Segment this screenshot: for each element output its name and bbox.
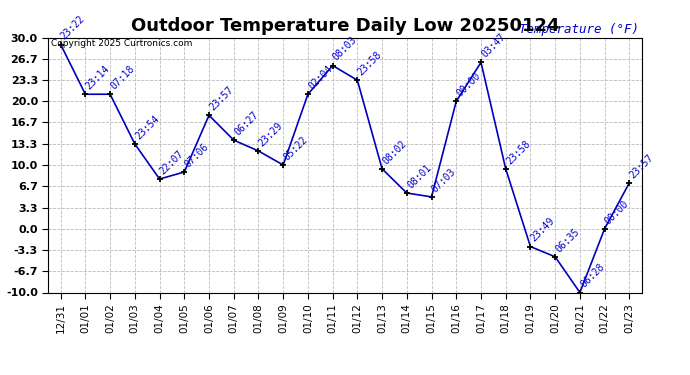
Text: 23:22: 23:22 xyxy=(59,14,87,42)
Text: 07:18: 07:18 xyxy=(108,64,137,92)
Text: 00:00: 00:00 xyxy=(455,70,482,99)
Text: 23:58: 23:58 xyxy=(504,138,532,166)
Text: 22:07: 22:07 xyxy=(158,148,186,176)
Text: 23:29: 23:29 xyxy=(257,120,285,148)
Text: 06:28: 06:28 xyxy=(578,262,607,290)
Text: 23:54: 23:54 xyxy=(133,113,161,141)
Text: 06:27: 06:27 xyxy=(233,110,260,137)
Text: 08:02: 08:02 xyxy=(381,138,408,166)
Text: 23:57: 23:57 xyxy=(208,85,235,112)
Text: 07:06: 07:06 xyxy=(183,141,210,169)
Text: 06:35: 06:35 xyxy=(553,226,582,254)
Text: Temperature (°F): Temperature (°F) xyxy=(519,23,639,36)
Text: 23:49: 23:49 xyxy=(529,216,557,244)
Text: 02:04: 02:04 xyxy=(306,64,334,92)
Text: 03:47: 03:47 xyxy=(480,32,507,60)
Text: 08:03: 08:03 xyxy=(331,35,359,63)
Text: 23:58: 23:58 xyxy=(356,50,384,77)
Text: 00:00: 00:00 xyxy=(603,198,631,226)
Title: Outdoor Temperature Daily Low 20250124: Outdoor Temperature Daily Low 20250124 xyxy=(130,16,560,34)
Text: 23:14: 23:14 xyxy=(84,64,112,92)
Text: Copyright 2025 Curtronics.com: Copyright 2025 Curtronics.com xyxy=(51,39,193,48)
Text: 23:57: 23:57 xyxy=(628,152,655,180)
Text: 07:03: 07:03 xyxy=(430,166,458,194)
Text: 08:01: 08:01 xyxy=(405,162,433,190)
Text: 05:22: 05:22 xyxy=(282,134,310,162)
